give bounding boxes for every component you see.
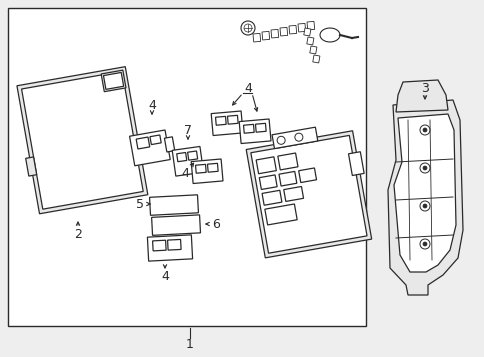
Circle shape — [422, 242, 426, 246]
Text: 4: 4 — [148, 99, 156, 111]
Bar — [253, 34, 260, 42]
Polygon shape — [239, 119, 271, 144]
Polygon shape — [215, 116, 226, 125]
Polygon shape — [387, 100, 462, 295]
Polygon shape — [211, 111, 242, 136]
Polygon shape — [227, 115, 238, 124]
Bar — [306, 21, 314, 30]
Text: 1: 1 — [186, 338, 194, 352]
Text: 4: 4 — [243, 81, 251, 95]
Polygon shape — [136, 137, 150, 149]
Polygon shape — [246, 131, 371, 258]
Polygon shape — [103, 72, 123, 89]
Circle shape — [422, 128, 426, 132]
Polygon shape — [395, 80, 447, 112]
Polygon shape — [26, 157, 37, 176]
Circle shape — [419, 239, 429, 249]
Bar — [303, 28, 310, 36]
Polygon shape — [243, 124, 254, 133]
Polygon shape — [283, 186, 303, 201]
Text: 5: 5 — [136, 197, 144, 211]
Polygon shape — [147, 235, 192, 261]
Circle shape — [243, 24, 252, 32]
Polygon shape — [101, 70, 126, 92]
Polygon shape — [152, 240, 166, 251]
Text: 2: 2 — [74, 227, 82, 241]
Polygon shape — [21, 71, 143, 209]
Bar — [309, 46, 316, 54]
Polygon shape — [255, 123, 266, 132]
Polygon shape — [298, 168, 316, 182]
Bar — [306, 37, 313, 45]
Bar — [312, 55, 319, 63]
Polygon shape — [278, 171, 296, 186]
Polygon shape — [164, 137, 174, 152]
Polygon shape — [195, 164, 206, 173]
Circle shape — [422, 166, 426, 170]
Polygon shape — [259, 175, 276, 190]
Polygon shape — [167, 240, 181, 250]
Polygon shape — [176, 152, 186, 162]
Polygon shape — [250, 135, 366, 253]
Circle shape — [419, 163, 429, 173]
Circle shape — [419, 201, 429, 211]
Bar — [261, 31, 269, 40]
Text: 6: 6 — [212, 217, 219, 231]
Polygon shape — [17, 67, 148, 214]
Polygon shape — [187, 151, 197, 160]
Polygon shape — [8, 8, 365, 326]
Circle shape — [294, 133, 302, 141]
Polygon shape — [393, 114, 455, 272]
Text: 7: 7 — [183, 124, 192, 136]
Polygon shape — [264, 204, 297, 225]
Text: 4: 4 — [181, 166, 189, 180]
Polygon shape — [319, 28, 339, 42]
Polygon shape — [272, 127, 317, 149]
Circle shape — [276, 136, 285, 144]
Polygon shape — [348, 152, 363, 176]
Polygon shape — [129, 130, 170, 166]
Polygon shape — [150, 135, 161, 145]
Polygon shape — [149, 195, 198, 215]
Polygon shape — [277, 153, 297, 170]
Circle shape — [419, 125, 429, 135]
Text: 3: 3 — [420, 81, 428, 95]
Bar — [279, 27, 287, 36]
Polygon shape — [191, 159, 223, 183]
Text: 4: 4 — [161, 271, 168, 283]
Bar — [297, 24, 305, 32]
Polygon shape — [256, 157, 276, 174]
Bar — [271, 29, 278, 38]
Bar — [288, 25, 296, 34]
Polygon shape — [207, 163, 218, 172]
Circle shape — [241, 21, 255, 35]
Polygon shape — [151, 215, 200, 235]
Polygon shape — [261, 190, 281, 205]
Polygon shape — [172, 146, 203, 176]
Circle shape — [422, 204, 426, 208]
